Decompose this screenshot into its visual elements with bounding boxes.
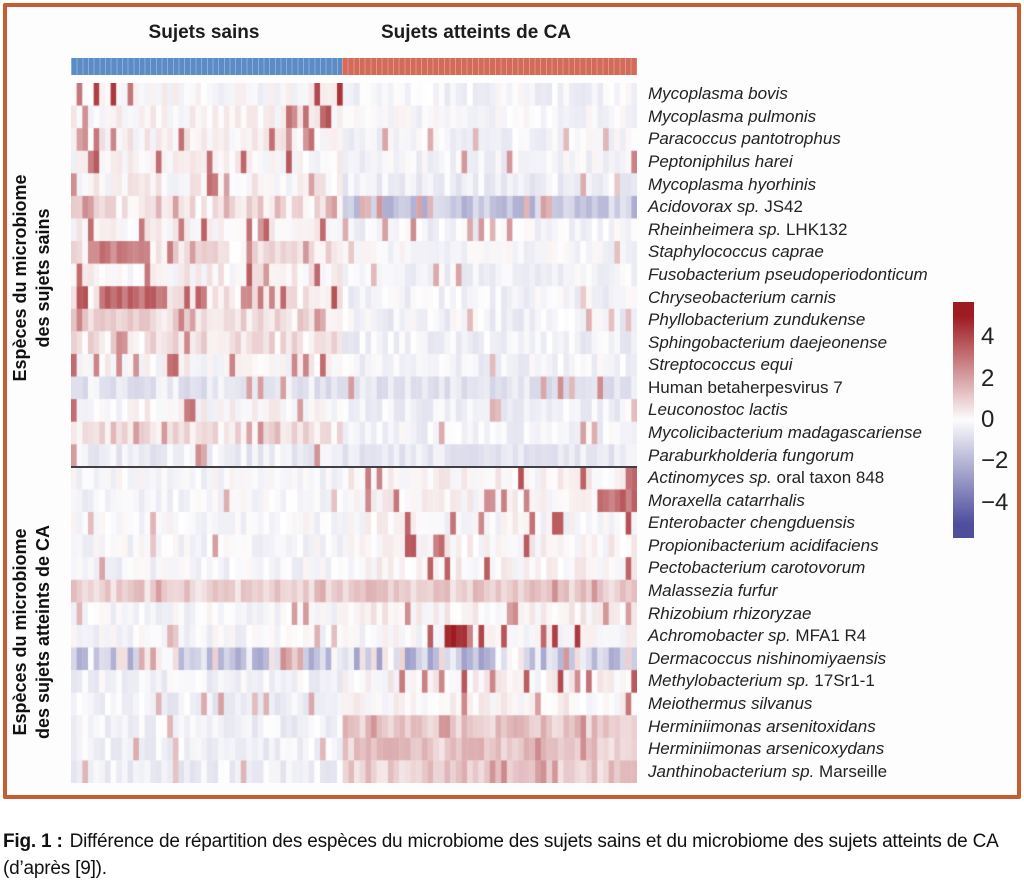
row-label: Meiothermus silvanus	[648, 693, 812, 715]
row-label-italic-part: Enterobacter chengduensis	[648, 513, 855, 533]
row-label-italic-part: Janthinobacterium sp.	[648, 761, 815, 781]
row-label: Peptoniphilus harei	[648, 151, 793, 173]
row-label: Moraxella catarrhalis	[648, 490, 805, 512]
row-label: Phyllobacterium zundukense	[648, 309, 865, 331]
row-label-italic-part: Streptococcus equi	[648, 355, 793, 375]
row-label-italic-part: Rhizobium rhizoryzae	[648, 603, 812, 623]
row-label-italic-part: Dermacoccus nishinomiyaensis	[648, 648, 887, 668]
caption-label: Fig. 1 :	[3, 831, 63, 852]
row-label-italic-part: Herminiimonas arsenicoxydans	[648, 739, 885, 759]
colorbar-ticks: 4 2 0 −2 −4	[981, 0, 1024, 800]
colorbar-tick-label: 2	[981, 364, 995, 392]
row-label-italic-part: Mycoplasma hyorhinis	[648, 174, 817, 194]
row-label: Paracoccus pantotrophus	[648, 128, 841, 150]
heatmap-canvas	[71, 83, 637, 783]
row-labels: Mycoplasma bovis Mycoplasma pulmonis Parac…	[648, 0, 1024, 800]
row-label: Mycoplasma bovis	[648, 83, 788, 105]
colorbar-tick-label: 4	[981, 323, 995, 351]
row-label: Mycoplasma hyorhinis	[648, 174, 816, 196]
row-label: Rheinheimera sp. LHK132	[648, 219, 847, 241]
row-label-italic-part: Methylobacterium sp.	[648, 671, 810, 691]
column-group-strip-ca	[342, 58, 637, 75]
row-label-italic-part: Propionibacterium acidifaciens	[648, 535, 879, 555]
row-group-label-sains-line2: des sujets sains	[33, 208, 53, 348]
row-label: Enterobacter chengduensis	[648, 512, 855, 534]
row-label-italic-part: Rheinheimera sp.	[648, 219, 782, 239]
row-label-italic-part: Malassezia furfur	[648, 581, 778, 601]
row-label-regular-part: Marseille	[814, 761, 888, 781]
column-group-header-sains: Sujets sains	[148, 22, 260, 43]
row-group-label-sains: Espèces du microbiome des sujets sains	[9, 98, 57, 458]
row-label: Herminiimonas arsenicoxydans	[648, 738, 884, 760]
row-label: Mycolicibacterium madagascariense	[648, 422, 922, 444]
row-label: Actinomyces sp. oral taxon 848	[648, 467, 884, 489]
row-label: Sphingobacterium daejeonense	[648, 332, 887, 354]
caption-text: Différence de répartition des espèces du…	[3, 831, 998, 879]
row-label-italic-part: Staphylococcus caprae	[648, 242, 824, 262]
row-label-italic-part: Chryseobacterium carnis	[648, 287, 837, 307]
column-group-header-ca: Sujets atteints de CA	[380, 22, 572, 43]
row-label: Herminiimonas arsenitoxidans	[648, 716, 876, 738]
row-group-label-ca: Espèces du microbiome des sujets atteint…	[9, 452, 57, 812]
row-label: Mycoplasma pulmonis	[648, 106, 816, 128]
row-label-italic-part: Mycolicibacterium madagascariense	[648, 423, 923, 442]
colorbar-tick-label: −4	[981, 488, 1009, 516]
row-label: Janthinobacterium sp. Marseille	[648, 761, 887, 783]
row-label-italic-part: Peptoniphilus harei	[648, 152, 793, 172]
row-label-italic-part: Fusobacterium pseudoperiodonticum	[648, 264, 928, 284]
row-label: Leuconostoc lactis	[648, 399, 788, 421]
colorbar-tick-label: −2	[981, 447, 1009, 475]
row-group-label-ca-line2: des sujets atteints de CA	[33, 524, 53, 740]
row-label-italic-part: Pectobacterium carotovorum	[648, 558, 866, 578]
row-label: Malassezia furfur	[648, 580, 777, 602]
colorbar	[953, 302, 974, 538]
row-label: Fusobacterium pseudoperiodonticum	[648, 264, 928, 286]
row-label: Rhizobium rhizoryzae	[648, 603, 811, 625]
row-label-italic-part: Herminiimonas arsenitoxidans	[648, 716, 876, 736]
row-label-italic-part: Leuconostoc lactis	[648, 400, 788, 420]
figure-caption: Fig. 1 : Différence de répartition des es…	[3, 828, 1021, 880]
row-label-italic-part: Paracoccus pantotrophus	[648, 129, 841, 149]
row-label: Streptococcus equi	[648, 354, 793, 376]
row-label-regular-part: MFA1 R4	[790, 626, 867, 646]
row-label-italic-part: Meiothermus silvanus	[648, 693, 813, 713]
row-label: Dermacoccus nishinomiyaensis	[648, 648, 886, 670]
row-label-italic-part: Sphingobacterium daejeonense	[648, 332, 888, 352]
column-group-strip-sains	[71, 58, 342, 75]
row-label-regular-part: JS42	[759, 197, 803, 217]
row-label-italic-part: Achromobacter sp.	[648, 626, 791, 646]
row-group-divider	[71, 466, 637, 468]
row-label: Staphylococcus caprae	[648, 241, 824, 263]
row-label-regular-part: LHK132	[781, 219, 848, 239]
row-group-label-ca-line1: Espèces du microbiome	[10, 528, 30, 736]
row-label-italic-part: Acidovorax sp.	[648, 197, 760, 217]
row-label: Achromobacter sp. MFA1 R4	[648, 625, 866, 647]
row-label-regular-part: oral taxon 848	[771, 468, 885, 488]
colorbar-tick-label: 0	[981, 406, 995, 433]
row-label: Pectobacterium carotovorum	[648, 557, 865, 579]
row-label-italic-part: Paraburkholderia fungorum	[648, 445, 855, 465]
row-label: Acidovorax sp. JS42	[648, 196, 803, 218]
row-label-italic-part: Phyllobacterium zundukense	[648, 310, 866, 330]
row-label-italic-part: Mycoplasma pulmonis	[648, 106, 817, 126]
row-label-italic-part: Actinomyces sp.	[648, 468, 772, 488]
row-label-regular-part: 17Sr1-1	[809, 671, 875, 691]
row-group-label-sains-line1: Espèces du microbiome	[10, 174, 30, 382]
row-label-italic-part: Mycoplasma bovis	[648, 84, 788, 104]
row-label: Methylobacterium sp. 17Sr1-1	[648, 670, 875, 692]
row-label: Chryseobacterium carnis	[648, 287, 836, 309]
row-label: Propionibacterium acidifaciens	[648, 535, 879, 557]
row-label-italic-part: Moraxella catarrhalis	[648, 490, 805, 510]
row-label: Paraburkholderia fungorum	[648, 445, 854, 467]
row-label: Human betaherpesvirus 7	[648, 377, 843, 399]
row-label-regular-part: Human betaherpesvirus 7	[648, 377, 843, 397]
